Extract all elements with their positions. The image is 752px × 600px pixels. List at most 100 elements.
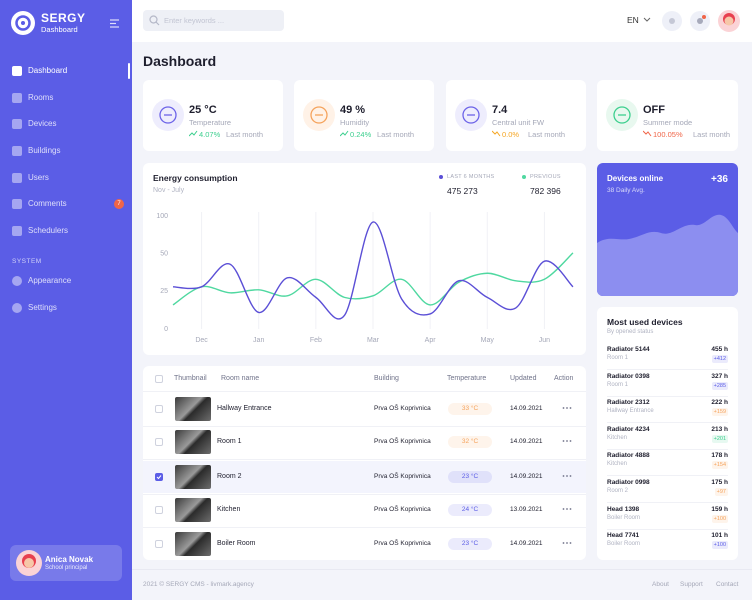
row-checkbox[interactable] — [155, 405, 163, 413]
legend-label: PREVIOUS — [530, 174, 561, 180]
table-row[interactable]: Boiler Room Prva OŠ Koprivnica 23 °C 14.09.… — [143, 528, 586, 560]
devices-online-change: +36 — [711, 174, 728, 185]
settings-button[interactable] — [662, 11, 682, 31]
device-delta: +154 — [711, 461, 728, 470]
device-delta: +412 — [711, 355, 728, 363]
stat-period: Last month — [693, 130, 731, 139]
nav-icon — [12, 173, 22, 183]
device-row: Radiator 4234 Kitchen 213 h +201 — [597, 426, 738, 450]
column-header: Temperature — [447, 375, 487, 382]
stat-value: 49 % — [340, 104, 366, 116]
x-tick-label: Mar — [367, 337, 380, 344]
header-checkbox[interactable] — [155, 375, 163, 383]
temperature-pill: 24 °C — [448, 504, 492, 516]
updated-date: 14.09.2021 — [510, 438, 543, 445]
table-row[interactable]: Room 1 Prva OŠ Koprivnica 32 °C 14.09.2021 — [143, 426, 586, 460]
device-hours: 222 h — [711, 399, 728, 407]
stat-value: 25 °C — [189, 104, 217, 116]
nav-item[interactable]: Rooms — [0, 89, 132, 107]
device-name: Radiator 0998 — [607, 479, 650, 486]
device-name: Radiator 2312 — [607, 399, 650, 407]
nav-item[interactable]: Comments 7 — [0, 195, 132, 213]
page-title: Dashboard — [143, 53, 217, 69]
menu-dot — [566, 440, 568, 442]
x-tick-label: Apr — [425, 337, 437, 344]
device-row: Radiator 0398 Room 1 327 h +285 — [597, 373, 738, 397]
icon-ring — [462, 106, 480, 124]
room-name: Kitchen — [217, 506, 241, 513]
row-checkbox[interactable] — [155, 438, 163, 446]
row-checkbox[interactable] — [155, 473, 163, 481]
column-header: Building — [374, 375, 399, 382]
avatar-face — [724, 16, 734, 26]
search-box[interactable]: Enter keywords ... — [143, 10, 284, 31]
nav-item[interactable]: Buildings — [0, 142, 132, 160]
stat-label: Summer mode — [643, 118, 693, 127]
nav-item[interactable]: Appearance — [0, 272, 132, 290]
nav-item[interactable]: Settings — [0, 299, 132, 317]
footer-link[interactable]: Contact — [716, 581, 739, 588]
device-location: Boiler Room — [607, 514, 641, 521]
nav-section-label: SYSTEM — [12, 258, 42, 265]
nav-icon — [12, 66, 22, 76]
user-card[interactable]: Anica Novak School principal — [10, 545, 122, 581]
updated-date: 14.09.2021 — [510, 405, 543, 412]
device-delta: +100 — [711, 541, 728, 550]
notification-dot — [702, 15, 706, 19]
table-row[interactable]: Kitchen Prva OŠ Koprivnica 24 °C 13.09.2021 — [143, 494, 586, 528]
search-lens — [149, 15, 158, 24]
device-hours: 213 h — [711, 425, 728, 433]
footer-link[interactable]: About — [652, 581, 669, 588]
updated-date: 14.09.2021 — [510, 540, 543, 547]
device-name: Radiator 0398 — [607, 372, 650, 380]
device-name: Radiator 4234 — [607, 425, 650, 433]
room-thumbnail — [175, 532, 211, 556]
row-divider — [143, 527, 586, 528]
x-tick-label: Jun — [539, 337, 550, 344]
y-tick-label: 50 — [160, 251, 168, 258]
device-row: Radiator 5144 Room 1 455 h +412 — [597, 346, 738, 370]
table-row[interactable]: Hallway Entrance Prva OŠ Koprivnica 33 °C 1… — [143, 393, 586, 427]
nav-item[interactable]: Devices — [0, 115, 132, 133]
nav-item[interactable]: Users — [0, 169, 132, 187]
nav-icon — [12, 199, 22, 209]
row-action-menu[interactable] — [562, 474, 572, 478]
stat-value: 7.4 — [492, 104, 508, 116]
devices-wave — [597, 214, 738, 296]
device-name: Radiator 5144 — [607, 346, 650, 353]
row-action-menu[interactable] — [562, 507, 572, 511]
row-checkbox[interactable] — [155, 540, 163, 548]
nav-icon — [12, 146, 22, 156]
footer: 2021 © SERGY CMS - livmark.agency About Su… — [132, 569, 752, 600]
search-placeholder: Enter keywords ... — [164, 16, 225, 25]
series-line — [172, 252, 574, 306]
device-location: Room 1 — [607, 355, 629, 361]
menu-toggle — [110, 19, 119, 28]
logo-dot — [21, 21, 25, 25]
device-location: Kitchen — [607, 461, 628, 468]
button-glyph — [697, 18, 703, 24]
series-line — [172, 221, 574, 320]
chevron — [643, 17, 651, 22]
arrow-line — [340, 130, 349, 137]
y-tick-label: 0 — [164, 326, 168, 333]
menu-dot — [569, 407, 572, 409]
header-divider — [143, 391, 586, 392]
wave-area — [597, 214, 738, 296]
row-checkbox[interactable] — [155, 506, 163, 514]
nav-item[interactable]: Schedulers — [0, 222, 132, 240]
footer-link[interactable]: Support — [680, 581, 703, 588]
table-row[interactable]: Room 2 Prva OŠ Koprivnica 23 °C 14.09.2021 — [143, 461, 586, 495]
row-action-menu[interactable] — [562, 439, 572, 443]
x-tick-label: Dec — [195, 337, 208, 344]
row-action-menu[interactable] — [562, 541, 572, 545]
profile-avatar[interactable] — [718, 10, 740, 32]
nav-item[interactable]: Dashboard — [0, 62, 132, 80]
menu-dot — [569, 508, 572, 510]
menu-dot — [562, 542, 565, 544]
room-thumbnail — [175, 430, 211, 454]
nav-icon — [12, 119, 22, 129]
notifications-button[interactable] — [690, 11, 710, 31]
row-action-menu[interactable] — [562, 406, 572, 410]
chart-title: Energy consumption — [153, 173, 238, 183]
